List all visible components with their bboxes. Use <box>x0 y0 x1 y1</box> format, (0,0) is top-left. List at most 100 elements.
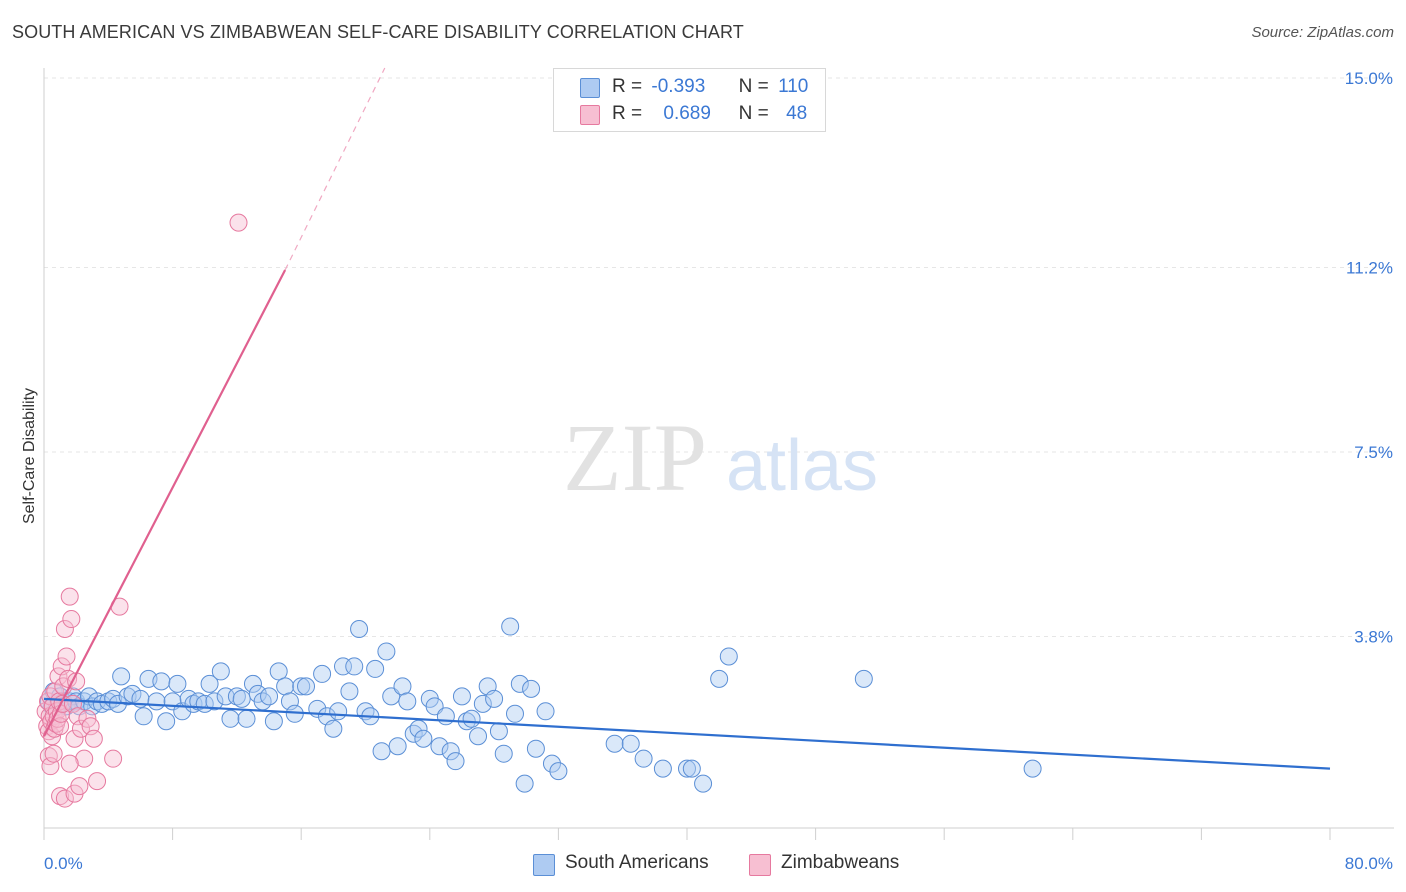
legend-r-label: R = <box>612 103 643 124</box>
data-point-south-american <box>494 744 513 763</box>
data-point-south-american <box>485 689 504 708</box>
data-point-south-american <box>329 702 348 721</box>
y-tick-label: 11.2% <box>1346 258 1393 277</box>
legend-n-label: N = <box>738 103 769 124</box>
data-point-zimbabwean <box>55 620 74 639</box>
data-point-south-american <box>621 734 640 753</box>
data-point-south-american <box>313 664 332 683</box>
data-point-south-american <box>292 677 311 696</box>
trend-line-zimbabweans <box>43 269 287 737</box>
data-point-south-american <box>682 759 701 778</box>
data-point-south-american <box>260 687 279 706</box>
trend-line-zimbabweans-extension <box>284 67 386 271</box>
data-point-south-american <box>446 752 465 771</box>
legend-n-value-pink: 48 <box>786 103 808 124</box>
series-south-americans <box>39 617 1042 793</box>
data-point-south-american <box>678 759 696 778</box>
data-point-south-american <box>425 697 444 716</box>
source-label: Source: ZipAtlas.com <box>1251 24 1394 41</box>
bottom-legend-swatch-blue <box>533 854 555 876</box>
x-tick-label-right: 80.0% <box>1345 854 1393 873</box>
data-point-zimbabwean <box>84 729 103 748</box>
data-point-south-american <box>157 712 176 731</box>
data-point-south-american <box>522 679 541 698</box>
data-point-zimbabwean <box>65 729 84 748</box>
data-point-south-american <box>205 692 224 711</box>
legend-r-label: R = <box>612 76 643 97</box>
legend-r-value-blue: -0.393 <box>651 76 706 97</box>
data-point-south-american <box>404 724 423 743</box>
data-point-south-american <box>237 709 256 728</box>
data-point-zimbabwean <box>75 749 94 768</box>
chart-title: SOUTH AMERICAN VS ZIMBABWEAN SELF-CARE D… <box>12 22 744 42</box>
data-point-south-american <box>112 667 131 686</box>
data-point-south-american <box>653 759 672 778</box>
bottom-legend-label-blue: South Americans <box>565 852 709 873</box>
data-point-south-american <box>719 647 738 666</box>
data-point-zimbabwean <box>104 749 123 768</box>
x-tick-label-left: 0.0% <box>44 854 83 873</box>
data-point-south-american <box>372 742 391 761</box>
watermark: ZIP atlas <box>563 404 878 511</box>
data-point-zimbabwean <box>55 789 74 808</box>
y-tick-label: 3.8% <box>1354 628 1393 647</box>
data-point-zimbabwean <box>70 777 89 796</box>
data-point-zimbabwean <box>60 587 79 606</box>
data-point-south-american <box>501 617 520 636</box>
data-point-south-american <box>710 669 729 688</box>
data-point-zimbabwean <box>44 744 63 763</box>
data-point-south-american <box>377 642 396 661</box>
trend-line-south-americans <box>43 697 1331 770</box>
data-point-south-american <box>211 662 230 681</box>
data-point-south-american <box>634 749 653 768</box>
data-point-south-american <box>398 692 417 711</box>
data-point-south-american <box>469 727 488 746</box>
legend-swatch-blue <box>580 78 600 98</box>
y-tick-label: 7.5% <box>1354 443 1393 462</box>
data-point-south-american <box>350 620 369 639</box>
data-point-zimbabwean <box>88 772 107 791</box>
data-point-south-american <box>221 709 240 728</box>
data-point-south-american <box>264 712 283 731</box>
data-point-south-american <box>200 674 219 693</box>
data-point-south-american <box>489 722 508 741</box>
data-point-south-american <box>276 677 295 696</box>
data-point-south-american <box>441 742 460 761</box>
data-point-south-american <box>473 694 492 713</box>
legend-n-value-blue: 110 <box>778 76 809 97</box>
data-point-south-american <box>340 682 359 701</box>
legend-swatch-pink <box>580 105 600 125</box>
data-point-south-american <box>549 762 568 781</box>
data-point-south-american <box>297 677 316 696</box>
data-point-south-american <box>436 707 455 726</box>
data-point-south-american <box>168 674 187 693</box>
data-point-south-american <box>227 687 246 706</box>
legend: R = -0.393 N = 110 R = 0.689 N = 48 <box>553 68 826 132</box>
data-point-south-american <box>515 774 534 793</box>
data-point-south-american <box>414 729 433 748</box>
watermark-atlas: atlas <box>726 426 878 506</box>
data-point-south-american <box>388 737 407 756</box>
legend-n-label: N = <box>738 76 769 97</box>
y-tick-label: 15.0% <box>1345 69 1393 88</box>
data-point-south-american <box>382 687 401 706</box>
data-point-south-american <box>324 719 343 738</box>
trend-lines <box>43 67 1331 770</box>
data-point-zimbabwean <box>57 647 76 666</box>
data-point-south-american <box>134 707 153 726</box>
data-point-south-american <box>542 754 561 773</box>
data-point-south-american <box>366 659 385 678</box>
data-point-south-american <box>269 662 288 681</box>
data-point-south-american <box>510 674 529 693</box>
data-point-south-american <box>393 677 412 696</box>
bottom-legend-label-pink: Zimbabweans <box>781 852 900 873</box>
data-point-south-american <box>452 687 471 706</box>
data-point-south-american <box>345 657 364 676</box>
data-point-zimbabwean <box>51 787 70 806</box>
bottom-legend-swatch-pink <box>749 854 771 876</box>
data-point-south-american <box>462 709 481 728</box>
data-point-south-american <box>854 669 873 688</box>
data-point-south-american <box>526 739 545 758</box>
data-point-south-american <box>430 737 449 756</box>
